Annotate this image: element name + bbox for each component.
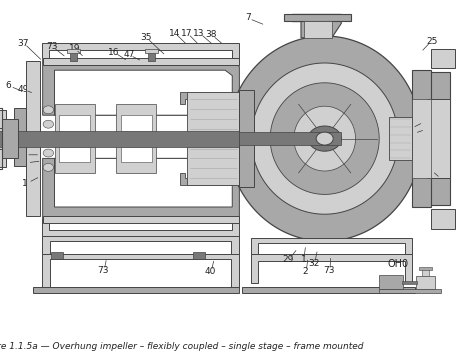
- Text: Figure 1.1.5a — Overhung impeller – flexibly coupled – single stage – frame moun: Figure 1.1.5a — Overhung impeller – flex…: [0, 342, 364, 351]
- Text: 49: 49: [18, 85, 29, 94]
- Polygon shape: [389, 117, 412, 160]
- Circle shape: [316, 132, 333, 145]
- Circle shape: [43, 163, 54, 171]
- Polygon shape: [43, 58, 239, 65]
- Polygon shape: [55, 158, 232, 207]
- Circle shape: [43, 149, 54, 157]
- Polygon shape: [14, 108, 26, 166]
- Text: 38: 38: [206, 31, 217, 40]
- Polygon shape: [70, 52, 77, 61]
- Polygon shape: [67, 49, 80, 53]
- Polygon shape: [43, 59, 239, 115]
- Text: 28: 28: [419, 117, 430, 126]
- Polygon shape: [379, 289, 441, 293]
- Text: 37: 37: [17, 39, 28, 48]
- Polygon shape: [284, 14, 351, 21]
- Polygon shape: [270, 83, 379, 194]
- Polygon shape: [239, 132, 341, 145]
- Text: 16: 16: [108, 48, 119, 57]
- Polygon shape: [59, 115, 90, 162]
- Polygon shape: [0, 131, 12, 147]
- Polygon shape: [427, 72, 450, 205]
- Text: 9: 9: [439, 175, 445, 184]
- Circle shape: [43, 106, 54, 114]
- Text: 69: 69: [20, 157, 32, 166]
- Polygon shape: [121, 115, 152, 162]
- Text: 22: 22: [19, 150, 30, 158]
- Polygon shape: [419, 267, 432, 270]
- Text: 25: 25: [427, 37, 438, 46]
- Text: 7: 7: [246, 13, 251, 22]
- Polygon shape: [148, 52, 155, 61]
- Polygon shape: [180, 92, 244, 104]
- Text: 14: 14: [169, 29, 180, 37]
- Polygon shape: [0, 128, 2, 149]
- Polygon shape: [251, 254, 412, 283]
- Text: 1: 1: [301, 256, 306, 264]
- Text: OH0: OH0: [388, 258, 409, 269]
- Polygon shape: [33, 287, 239, 293]
- Polygon shape: [251, 63, 398, 214]
- Polygon shape: [242, 287, 415, 293]
- Polygon shape: [228, 36, 422, 241]
- Polygon shape: [422, 269, 429, 276]
- Polygon shape: [145, 49, 158, 53]
- Polygon shape: [42, 43, 239, 58]
- Polygon shape: [42, 236, 239, 254]
- Polygon shape: [43, 158, 239, 218]
- Text: 19: 19: [69, 44, 81, 53]
- Polygon shape: [55, 104, 95, 173]
- Polygon shape: [294, 106, 356, 171]
- Text: 73: 73: [98, 266, 109, 275]
- Polygon shape: [379, 275, 403, 289]
- Polygon shape: [55, 70, 232, 115]
- Polygon shape: [12, 131, 239, 147]
- Polygon shape: [431, 209, 455, 229]
- Text: 40: 40: [205, 267, 216, 276]
- Polygon shape: [292, 14, 341, 38]
- Polygon shape: [427, 99, 450, 178]
- Polygon shape: [304, 21, 332, 38]
- Polygon shape: [51, 252, 63, 259]
- Text: 13: 13: [193, 29, 205, 37]
- Polygon shape: [431, 49, 455, 68]
- Text: 29: 29: [283, 256, 294, 264]
- Polygon shape: [239, 90, 254, 187]
- Text: 35: 35: [140, 33, 152, 42]
- Text: 17: 17: [181, 29, 192, 37]
- Polygon shape: [193, 252, 205, 259]
- Polygon shape: [43, 216, 239, 223]
- Text: 6: 6: [6, 81, 11, 90]
- Text: 2: 2: [302, 267, 308, 276]
- Text: 32: 32: [308, 259, 319, 268]
- Polygon shape: [2, 119, 18, 158]
- Polygon shape: [116, 104, 156, 173]
- Polygon shape: [416, 276, 435, 289]
- Polygon shape: [402, 281, 417, 284]
- Text: 24: 24: [421, 124, 432, 133]
- Polygon shape: [251, 238, 412, 254]
- Polygon shape: [412, 99, 431, 178]
- Circle shape: [43, 120, 54, 128]
- Polygon shape: [0, 110, 6, 167]
- Text: 18: 18: [22, 179, 33, 188]
- Polygon shape: [412, 70, 431, 207]
- Polygon shape: [187, 92, 239, 185]
- Circle shape: [308, 126, 341, 151]
- Text: 47: 47: [123, 50, 135, 59]
- Polygon shape: [42, 218, 239, 238]
- Polygon shape: [180, 173, 244, 185]
- Text: 73: 73: [323, 266, 335, 275]
- Polygon shape: [42, 254, 239, 288]
- Polygon shape: [26, 61, 40, 216]
- Text: 73: 73: [46, 42, 58, 51]
